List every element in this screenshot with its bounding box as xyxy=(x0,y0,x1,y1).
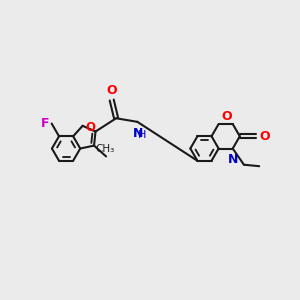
Text: CH₃: CH₃ xyxy=(95,144,114,154)
Text: O: O xyxy=(106,84,117,97)
Text: O: O xyxy=(221,110,232,123)
Text: N: N xyxy=(228,153,238,166)
Text: H: H xyxy=(138,130,146,140)
Text: N: N xyxy=(133,127,144,140)
Text: O: O xyxy=(259,130,270,143)
Text: F: F xyxy=(41,117,49,130)
Text: O: O xyxy=(85,121,95,134)
